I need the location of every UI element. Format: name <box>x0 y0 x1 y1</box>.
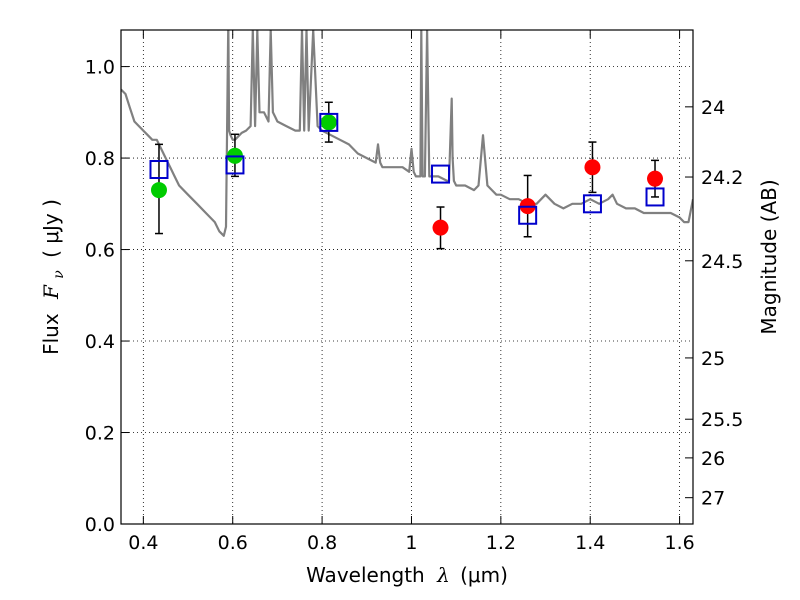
y-tick-label: 0.2 <box>85 423 115 445</box>
mag-tick-label: 25.5 <box>701 409 743 431</box>
plot-area <box>121 30 693 250</box>
mag-tick-label: 26 <box>701 448 725 470</box>
plot-frame <box>120 29 694 525</box>
y-tick-label: 0.6 <box>85 240 115 262</box>
y-tick-label: 0.4 <box>85 331 115 353</box>
y-tick-label: 1.0 <box>85 57 115 79</box>
y-axis-label: Flux F ν ( μJy ) <box>39 199 68 355</box>
red-data-point <box>647 170 664 187</box>
model-photometry-square <box>149 160 169 180</box>
x-tick-label: 1 <box>405 532 417 554</box>
x-tick-label: 1.2 <box>486 532 516 554</box>
y-tick-label: 0.8 <box>85 148 115 170</box>
mag-tick-label: 27 <box>701 488 725 510</box>
y-tick-label: 0.0 <box>85 514 115 536</box>
model-photometry-square <box>225 155 245 175</box>
x-tick-label: 0.8 <box>307 532 337 554</box>
mag-tick-label: 25 <box>701 348 725 370</box>
x-tick-label: 0.6 <box>218 532 248 554</box>
x-axis-label: Wavelength λ (μm) <box>306 563 508 587</box>
model-spectrum-line <box>121 30 693 237</box>
mag-tick-label: 24 <box>701 97 725 119</box>
model-photometry-square <box>645 187 665 207</box>
model-photometry-square <box>518 205 538 225</box>
model-photometry-square <box>319 112 339 132</box>
model-photometry-square <box>582 194 602 214</box>
mag-tick-label: 24.5 <box>701 251 743 273</box>
axis-ticks: 0.4 0.6 0.8 1 1.2 1.4 1.6 0.0 0.2 0.4 0.6 0.8 1.0 24 2… <box>85 30 743 554</box>
x-tick-label: 1.4 <box>575 532 605 554</box>
green-data-point <box>150 182 167 199</box>
grid-lines <box>121 30 693 525</box>
red-data-point <box>432 219 449 236</box>
green-data-point <box>320 114 337 131</box>
model-photometry-square <box>431 164 451 184</box>
red-data-point <box>584 159 601 176</box>
y2-axis-label: Magnitude (AB) <box>757 179 781 334</box>
x-tick-label: 0.4 <box>128 532 158 554</box>
mag-tick-label: 24.2 <box>701 167 743 189</box>
x-tick-label: 1.6 <box>664 532 694 554</box>
